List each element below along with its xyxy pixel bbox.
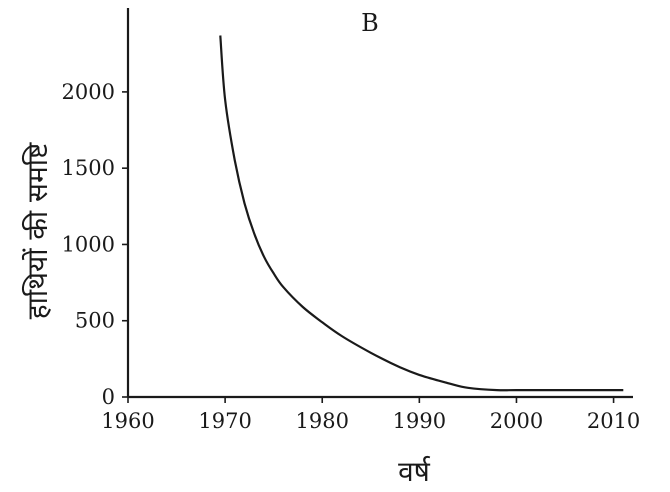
x-tick-label: 2010 [587, 409, 640, 433]
y-tick-label: 1500 [62, 156, 115, 180]
x-tick-label: 1960 [101, 409, 154, 433]
axis-ticks: 1960 1970 1980 1990 2000 2010 0 500 1000 1500 2000 [62, 80, 641, 433]
y-tick-label: 1000 [62, 232, 115, 256]
x-tick-label: 2000 [490, 409, 543, 433]
y-tick-label: 500 [75, 309, 115, 333]
x-tick-label: 1980 [296, 409, 349, 433]
chart-title: B [361, 9, 379, 37]
x-tick-label: 1970 [198, 409, 251, 433]
y-axis-label: हाथियों की समष्टि [21, 142, 54, 319]
y-tick-label: 0 [102, 385, 115, 409]
x-tick-label: 1990 [393, 409, 446, 433]
series-layer [219, 35, 624, 392]
y-tick-label: 2000 [62, 80, 115, 104]
x-axis-label: वर्ष [398, 455, 431, 488]
population-line [219, 35, 624, 392]
axes [126, 8, 633, 399]
